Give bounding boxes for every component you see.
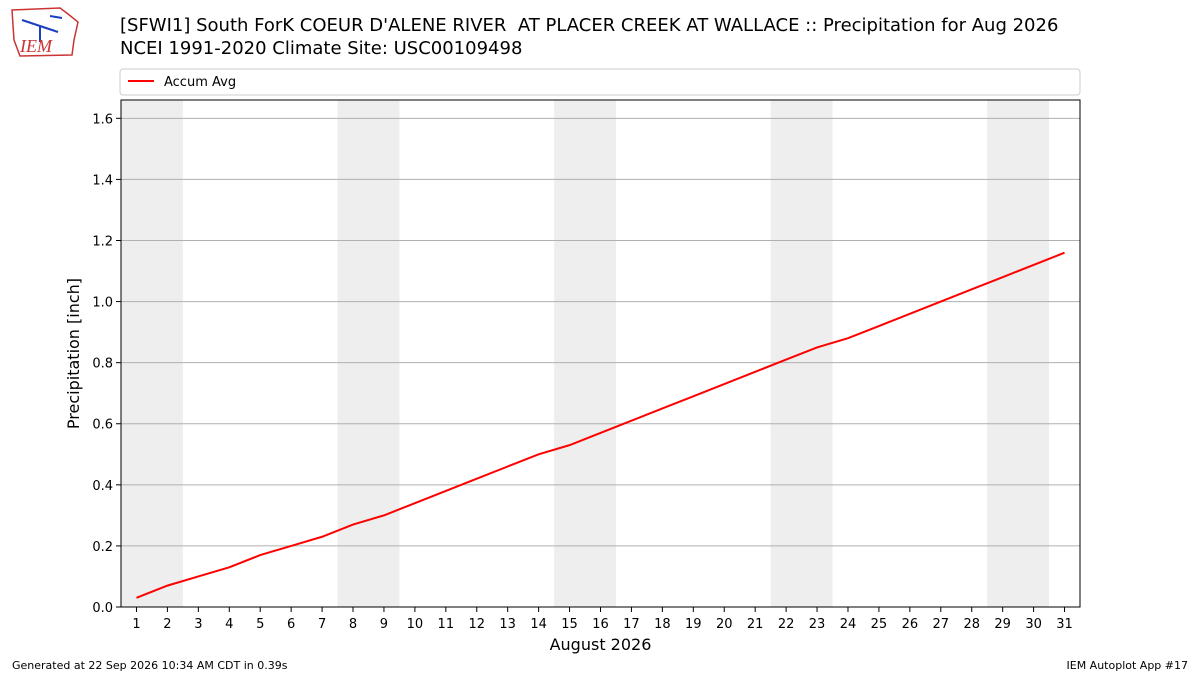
x-tick-label: 15 [561,617,578,632]
x-tick-label: 8 [349,617,357,632]
logo-icon [21,15,63,42]
weekend-shade [987,100,1050,607]
y-axis-label: Precipitation [inch] [64,278,83,429]
y-tick-label: 1.4 [92,173,113,188]
chart-title: [SFWI1] South ForK COEUR D'ALENE RIVER A… [120,15,1058,36]
x-tick-label: 28 [963,617,980,632]
x-tick-label: 29 [994,617,1011,632]
x-tick-label: 25 [871,617,888,632]
x-tick-label: 5 [256,617,264,632]
x-tick-label: 20 [716,617,733,632]
weekend-shade [337,100,400,607]
x-tick-label: 19 [685,617,702,632]
x-tick-label: 13 [499,617,516,632]
x-tick-label: 14 [530,617,547,632]
logo: IEM [11,7,79,57]
weekend-shade [554,100,616,607]
footer-right: IEM Autoplot App #17 [1067,659,1189,672]
x-tick-label: 3 [194,617,202,632]
x-tick-label: 30 [1025,617,1042,632]
x-tick-label: 24 [840,617,857,632]
x-tick-label: 9 [380,617,388,632]
footer-left: Generated at 22 Sep 2026 10:34 AM CDT in… [12,659,288,672]
x-tick-label: 2 [163,617,171,632]
series-line [136,251,1065,599]
x-tick-label: 23 [809,617,826,632]
logo-text: IEM [19,36,53,56]
y-tick-label: 1.2 [92,234,113,249]
x-tick-label: 4 [225,617,233,632]
x-tick-label: 11 [438,617,455,632]
x-tick-label: 17 [623,617,640,632]
x-tick-label: 7 [318,617,326,632]
weekend-shade [121,100,183,607]
x-tick-label: 6 [287,617,295,632]
y-tick-label: 0.8 [92,357,113,372]
x-tick-label: 21 [747,617,764,632]
x-tick-label: 1 [132,617,140,632]
x-tick-label: 27 [933,617,950,632]
legend-label: Accum Avg [164,75,236,90]
y-tick-label: 0.0 [92,601,113,616]
x-tick-label: 10 [407,617,424,632]
x-axis-label: August 2026 [550,635,652,654]
x-tick-label: 22 [778,617,795,632]
x-tick-label: 12 [468,617,485,632]
plot-frame [120,99,1081,608]
x-tick-label: 31 [1056,617,1073,632]
legend-box [119,68,1081,96]
x-tick-label: 18 [654,617,671,632]
y-tick-label: 0.4 [92,479,113,494]
y-tick-label: 1.0 [92,296,113,311]
logo-outline [11,7,79,57]
y-tick-label: 0.2 [92,540,113,555]
y-tick-label: 0.6 [92,418,113,433]
y-tick-label: 1.6 [92,112,113,127]
x-tick-label: 16 [592,617,609,632]
x-tick-label: 26 [902,617,919,632]
chart-subtitle: NCEI 1991-2020 Climate Site: USC00109498 [120,38,522,59]
